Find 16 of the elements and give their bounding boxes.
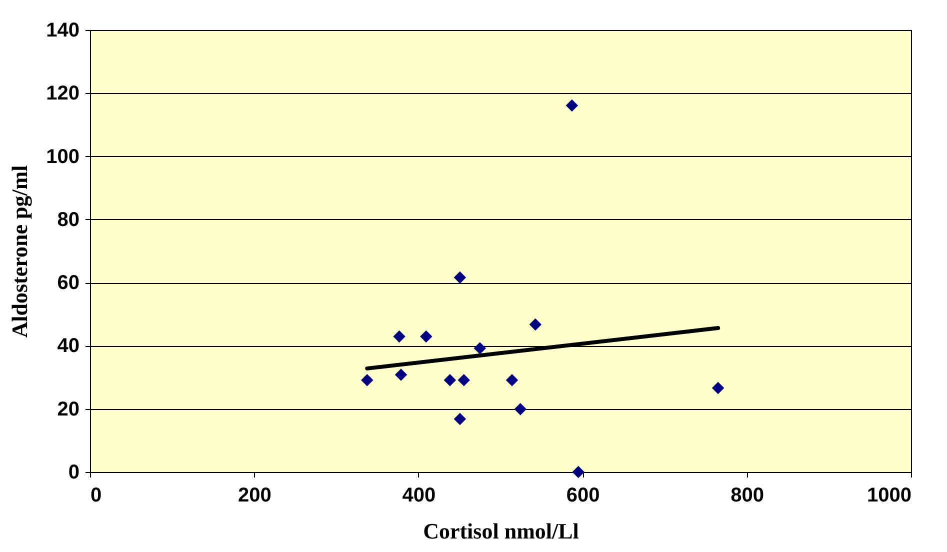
- x-tick-label: 0: [90, 484, 102, 506]
- y-tick-label: 60: [57, 272, 80, 294]
- x-tick-label: 200: [238, 484, 272, 506]
- y-tick-label: 20: [57, 398, 80, 420]
- x-tick-label: 1000: [867, 484, 912, 506]
- y-tick-label: 100: [46, 146, 80, 168]
- x-axis-title: Cortisol nmol/Ll: [423, 518, 579, 544]
- x-tick-label: 800: [730, 484, 764, 506]
- y-tick-label: 140: [46, 20, 80, 42]
- y-tick-label: 120: [46, 82, 80, 105]
- x-tick-label: 600: [566, 484, 600, 506]
- x-tick-label: 400: [402, 484, 436, 506]
- y-tick-label: 80: [57, 208, 80, 231]
- y-tick-label: 40: [57, 335, 80, 358]
- y-tick-label: 0: [68, 462, 80, 484]
- y-axis-title: Aldosterone pg/ml: [7, 165, 32, 338]
